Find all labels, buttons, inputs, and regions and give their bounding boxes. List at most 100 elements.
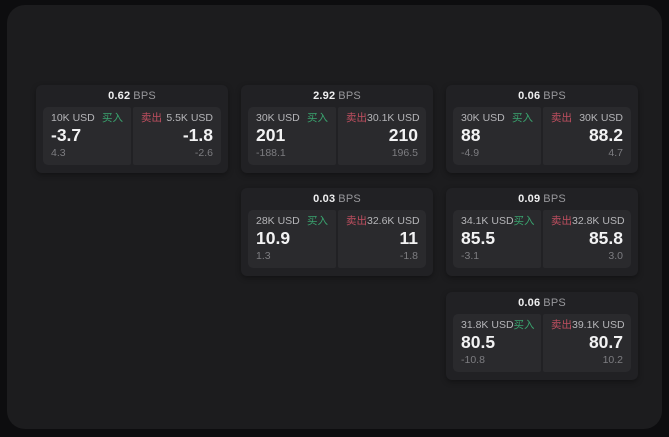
sell-price: 11 — [399, 228, 419, 248]
sell-price: 210 — [388, 125, 418, 145]
quote-card: 0.06 BPS 30K USD 买入 88 -4.9 卖出 30K USD — [446, 85, 638, 173]
buy-label: 买入 — [102, 112, 123, 124]
sell-delta: -1.8 — [399, 250, 418, 262]
spread-unit: BPS — [338, 193, 361, 205]
spread-unit: BPS — [543, 193, 566, 205]
sell-label: 卖出 — [551, 215, 572, 227]
buy-panel[interactable]: 31.8K USD 买入 80.5 -10.8 — [453, 314, 541, 372]
sell-size: 32.8K USD — [572, 215, 625, 227]
spread-header: 0.09 BPS — [446, 188, 638, 210]
quote-body: 31.8K USD 买入 80.5 -10.8 卖出 39.1K USD 80.… — [446, 314, 638, 372]
buy-delta: 4.3 — [51, 147, 66, 159]
buy-panel[interactable]: 34.1K USD 买入 85.5 -3.1 — [453, 210, 541, 268]
sell-panel[interactable]: 卖出 30.1K USD 210 196.5 — [338, 107, 426, 165]
spread-unit: BPS — [543, 90, 566, 102]
buy-size: 30K USD — [461, 112, 505, 124]
spread-header: 0.62 BPS — [36, 85, 228, 107]
quote-body: 30K USD 买入 201 -188.1 卖出 30.1K USD 210 1… — [241, 107, 433, 165]
sell-delta: -2.6 — [194, 147, 213, 159]
quote-body: 34.1K USD 买入 85.5 -3.1 卖出 32.8K USD 85.8… — [446, 210, 638, 268]
buy-delta: -3.1 — [461, 250, 480, 262]
spread-header: 0.06 BPS — [446, 85, 638, 107]
buy-panel-top: 34.1K USD 买入 — [461, 215, 535, 227]
spread-value: 0.03 — [313, 193, 336, 205]
sell-price: -1.8 — [182, 125, 213, 145]
sell-label: 卖出 — [346, 215, 367, 227]
spread-header: 2.92 BPS — [241, 85, 433, 107]
sell-panel-top: 卖出 39.1K USD — [551, 319, 625, 331]
quote-card: 0.06 BPS 31.8K USD 买入 80.5 -10.8 卖出 39.1K… — [446, 292, 638, 380]
buy-panel-top: 30K USD 买入 — [256, 112, 328, 124]
buy-delta: 1.3 — [256, 250, 271, 262]
sell-panel[interactable]: 卖出 39.1K USD 80.7 10.2 — [543, 314, 631, 372]
sell-panel[interactable]: 卖出 5.5K USD -1.8 -2.6 — [133, 107, 221, 165]
buy-size: 10K USD — [51, 112, 95, 124]
sell-panel[interactable]: 卖出 30K USD 88.2 4.7 — [543, 107, 631, 165]
sell-panel-top: 卖出 30.1K USD — [346, 112, 420, 124]
sell-label: 卖出 — [141, 112, 162, 124]
buy-label: 买入 — [513, 215, 535, 227]
sell-label: 卖出 — [551, 112, 572, 124]
buy-panel[interactable]: 30K USD 买入 201 -188.1 — [248, 107, 336, 165]
buy-panel-top: 31.8K USD 买入 — [461, 319, 535, 331]
sell-price: 85.8 — [588, 228, 623, 248]
buy-panel[interactable]: 28K USD 买入 10.9 1.3 — [248, 210, 336, 268]
sell-size: 5.5K USD — [166, 112, 213, 124]
buy-panel-top: 10K USD 买入 — [51, 112, 123, 124]
sell-panel[interactable]: 卖出 32.6K USD 11 -1.8 — [338, 210, 426, 268]
buy-panel[interactable]: 30K USD 买入 88 -4.9 — [453, 107, 541, 165]
buy-size: 30K USD — [256, 112, 300, 124]
sell-delta: 10.2 — [602, 354, 623, 366]
sell-panel-top: 卖出 5.5K USD — [141, 112, 213, 124]
buy-panel-top: 28K USD 买入 — [256, 215, 328, 227]
sell-delta: 196.5 — [391, 147, 418, 159]
buy-panel-top: 30K USD 买入 — [461, 112, 533, 124]
sell-panel-top: 卖出 32.8K USD — [551, 215, 625, 227]
quote-card: 0.62 BPS 10K USD 买入 -3.7 4.3 卖出 5.5K USD — [36, 85, 228, 173]
spread-unit: BPS — [338, 90, 361, 102]
sell-label: 卖出 — [551, 319, 572, 331]
buy-panel[interactable]: 10K USD 买入 -3.7 4.3 — [43, 107, 131, 165]
buy-price: 85.5 — [461, 228, 496, 248]
quote-body: 30K USD 买入 88 -4.9 卖出 30K USD 88.2 4.7 — [446, 107, 638, 165]
sell-label: 卖出 — [346, 112, 367, 124]
buy-label: 买入 — [307, 112, 328, 124]
spread-value: 0.09 — [518, 193, 541, 205]
buy-label: 买入 — [307, 215, 328, 227]
spread-header: 0.03 BPS — [241, 188, 433, 210]
quote-card: 2.92 BPS 30K USD 买入 201 -188.1 卖出 30.1K U… — [241, 85, 433, 173]
sell-panel-top: 卖出 32.6K USD — [346, 215, 420, 227]
quote-body: 10K USD 买入 -3.7 4.3 卖出 5.5K USD -1.8 -2.… — [36, 107, 228, 165]
buy-delta: -10.8 — [461, 354, 485, 366]
sell-panel-top: 卖出 30K USD — [551, 112, 623, 124]
spread-header: 0.06 BPS — [446, 292, 638, 314]
spread-value: 0.62 — [108, 90, 131, 102]
buy-delta: -4.9 — [461, 147, 480, 159]
buy-price: 88 — [461, 125, 481, 145]
buy-size: 31.8K USD — [461, 319, 514, 331]
spread-unit: BPS — [543, 297, 566, 309]
sell-panel[interactable]: 卖出 32.8K USD 85.8 3.0 — [543, 210, 631, 268]
buy-price: 10.9 — [256, 228, 291, 248]
sell-size: 39.1K USD — [572, 319, 625, 331]
buy-label: 买入 — [512, 112, 533, 124]
quote-body: 28K USD 买入 10.9 1.3 卖出 32.6K USD 11 -1.8 — [241, 210, 433, 268]
quotes-window: 0.62 BPS 10K USD 买入 -3.7 4.3 卖出 5.5K USD — [7, 5, 662, 429]
buy-size: 28K USD — [256, 215, 300, 227]
buy-delta: -188.1 — [256, 147, 286, 159]
quote-card: 0.03 BPS 28K USD 买入 10.9 1.3 卖出 32.6K USD — [241, 188, 433, 276]
spread-value: 2.92 — [313, 90, 336, 102]
buy-price: 201 — [256, 125, 286, 145]
sell-size: 30K USD — [579, 112, 623, 124]
sell-size: 32.6K USD — [367, 215, 420, 227]
sell-size: 30.1K USD — [367, 112, 420, 124]
sell-delta: 4.7 — [608, 147, 623, 159]
spread-unit: BPS — [133, 90, 156, 102]
buy-size: 34.1K USD — [461, 215, 514, 227]
spread-value: 0.06 — [518, 90, 541, 102]
sell-price: 88.2 — [588, 125, 623, 145]
sell-delta: 3.0 — [608, 250, 623, 262]
buy-price: 80.5 — [461, 332, 496, 352]
buy-label: 买入 — [513, 319, 535, 331]
